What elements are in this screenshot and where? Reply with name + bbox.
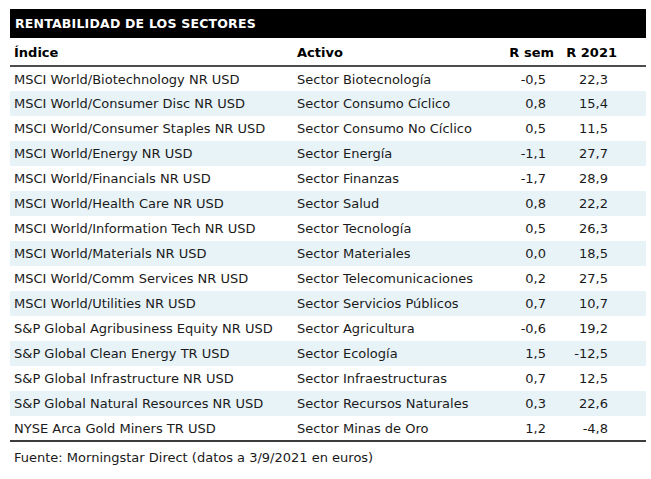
cell-indice: MSCI World/Utilities NR USD xyxy=(10,291,293,316)
cell-activo: Sector Ecología xyxy=(293,341,503,366)
cell-r-2021: 22,6 xyxy=(555,391,646,416)
cell-r-2021: 28,9 xyxy=(555,166,646,191)
cell-r-2021: 12,5 xyxy=(555,366,646,391)
cell-activo: Sector Consumo No Cíclico xyxy=(293,116,503,141)
table-row: NYSE Arca Gold Miners TR USDSector Minas… xyxy=(10,416,646,441)
table-row: MSCI World/Energy NR USDSector Energía-1… xyxy=(10,141,646,166)
cell-activo: Sector Telecomunicaciones xyxy=(293,266,503,291)
cell-r-2021: -12,5 xyxy=(555,341,646,366)
cell-r-sem: -1,7 xyxy=(503,166,555,191)
table-row: MSCI World/Materials NR USDSector Materi… xyxy=(10,241,646,266)
table-row: S&P Global Agribusiness Equity NR USDSec… xyxy=(10,316,646,341)
cell-activo: Sector Agricultura xyxy=(293,316,503,341)
cell-activo: Sector Recursos Naturales xyxy=(293,391,503,416)
cell-r-2021: 18,5 xyxy=(555,241,646,266)
cell-indice: MSCI World/Consumer Disc NR USD xyxy=(10,91,293,116)
cell-r-2021: 22,3 xyxy=(555,66,646,91)
cell-r-2021: 10,7 xyxy=(555,291,646,316)
cell-r-sem: 0,8 xyxy=(503,191,555,216)
cell-r-2021: 26,3 xyxy=(555,216,646,241)
table-row: MSCI World/Financials NR USDSector Finan… xyxy=(10,166,646,191)
cell-r-sem: 0,8 xyxy=(503,91,555,116)
column-header-indice: Índice xyxy=(10,38,293,66)
table-row: MSCI World/Biotechnology NR USDSector Bi… xyxy=(10,66,646,91)
cell-indice: S&P Global Natural Resources NR USD xyxy=(10,391,293,416)
cell-r-2021: 27,5 xyxy=(555,266,646,291)
cell-indice: MSCI World/Biotechnology NR USD xyxy=(10,66,293,91)
cell-r-sem: 0,3 xyxy=(503,391,555,416)
cell-r-2021: 11,5 xyxy=(555,116,646,141)
cell-r-2021: 15,4 xyxy=(555,91,646,116)
cell-activo: Sector Salud xyxy=(293,191,503,216)
cell-r-2021: 27,7 xyxy=(555,141,646,166)
table-row: S&P Global Natural Resources NR USDSecto… xyxy=(10,391,646,416)
cell-r-sem: 0,7 xyxy=(503,366,555,391)
header-row: Índice Activo R sem R 2021 xyxy=(10,38,646,66)
cell-r-2021: -4,8 xyxy=(555,416,646,441)
cell-r-sem: 1,2 xyxy=(503,416,555,441)
cell-r-2021: 22,2 xyxy=(555,191,646,216)
cell-indice: NYSE Arca Gold Miners TR USD xyxy=(10,416,293,441)
cell-r-sem: -0,6 xyxy=(503,316,555,341)
cell-activo: Sector Materiales xyxy=(293,241,503,266)
sector-returns-table: Índice Activo R sem R 2021 MSCI World/Bi… xyxy=(10,38,646,442)
cell-r-sem: 0,2 xyxy=(503,266,555,291)
cell-indice: MSCI World/Energy NR USD xyxy=(10,141,293,166)
cell-indice: MSCI World/Financials NR USD xyxy=(10,166,293,191)
cell-activo: Sector Energía xyxy=(293,141,503,166)
cell-indice: MSCI World/Consumer Staples NR USD xyxy=(10,116,293,141)
table-row: MSCI World/Information Tech NR USDSector… xyxy=(10,216,646,241)
cell-r-sem: 0,5 xyxy=(503,216,555,241)
table-row: MSCI World/Health Care NR USDSector Salu… xyxy=(10,191,646,216)
table-row: MSCI World/Comm Services NR USDSector Te… xyxy=(10,266,646,291)
source-note: Fuente: Morningstar Direct (datos a 3/9/… xyxy=(10,442,646,465)
cell-activo: Sector Infraestructuras xyxy=(293,366,503,391)
cell-indice: S&P Global Agribusiness Equity NR USD xyxy=(10,316,293,341)
table-row: MSCI World/Consumer Disc NR USDSector Co… xyxy=(10,91,646,116)
table-row: S&P Global Infrastructure NR USDSector I… xyxy=(10,366,646,391)
column-header-r-2021: R 2021 xyxy=(555,38,646,66)
cell-r-sem: 1,5 xyxy=(503,341,555,366)
cell-r-sem: 0,5 xyxy=(503,116,555,141)
cell-indice: S&P Global Infrastructure NR USD xyxy=(10,366,293,391)
cell-activo: Sector Biotecnología xyxy=(293,66,503,91)
cell-r-sem: -1,1 xyxy=(503,141,555,166)
cell-activo: Sector Servicios Públicos xyxy=(293,291,503,316)
column-header-activo: Activo xyxy=(293,38,503,66)
cell-indice: MSCI World/Comm Services NR USD xyxy=(10,266,293,291)
table-row: S&P Global Clean Energy TR USDSector Eco… xyxy=(10,341,646,366)
column-header-r-sem: R sem xyxy=(503,38,555,66)
cell-indice: S&P Global Clean Energy TR USD xyxy=(10,341,293,366)
cell-r-sem: 0,0 xyxy=(503,241,555,266)
cell-r-2021: 19,2 xyxy=(555,316,646,341)
cell-indice: MSCI World/Health Care NR USD xyxy=(10,191,293,216)
cell-r-sem: -0,5 xyxy=(503,66,555,91)
table-row: MSCI World/Utilities NR USDSector Servic… xyxy=(10,291,646,316)
table-title: RENTABILIDAD DE LOS SECTORES xyxy=(10,9,646,38)
cell-r-sem: 0,7 xyxy=(503,291,555,316)
cell-activo: Sector Minas de Oro xyxy=(293,416,503,441)
table-body: MSCI World/Biotechnology NR USDSector Bi… xyxy=(10,66,646,441)
cell-activo: Sector Tecnología xyxy=(293,216,503,241)
cell-indice: MSCI World/Materials NR USD xyxy=(10,241,293,266)
cell-activo: Sector Consumo Cíclico xyxy=(293,91,503,116)
cell-activo: Sector Finanzas xyxy=(293,166,503,191)
table-row: MSCI World/Consumer Staples NR USDSector… xyxy=(10,116,646,141)
cell-indice: MSCI World/Information Tech NR USD xyxy=(10,216,293,241)
sector-returns-report: RENTABILIDAD DE LOS SECTORES Índice Acti… xyxy=(0,0,651,479)
